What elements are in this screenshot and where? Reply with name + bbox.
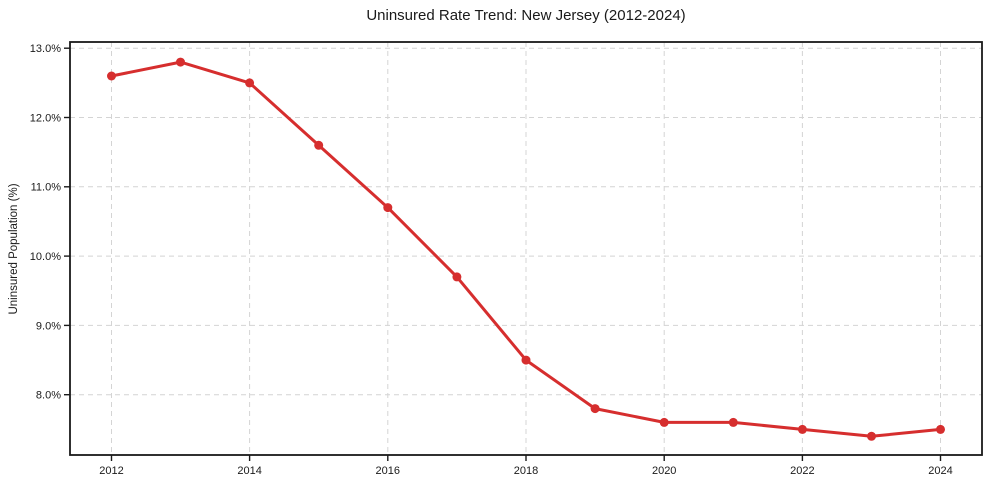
y-tick-label: 9.0% bbox=[36, 320, 61, 332]
x-tick-label: 2022 bbox=[790, 465, 814, 477]
data-point bbox=[659, 417, 669, 427]
y-tick-label: 13.0% bbox=[30, 43, 61, 55]
chart-title: Uninsured Rate Trend: New Jersey (2012-2… bbox=[366, 7, 686, 24]
data-point bbox=[383, 203, 393, 213]
y-tick-label: 10.0% bbox=[30, 251, 61, 263]
x-tick-label: 2024 bbox=[928, 465, 952, 477]
data-point bbox=[452, 272, 462, 282]
data-point bbox=[936, 424, 945, 434]
data-point bbox=[797, 424, 807, 434]
data-point bbox=[176, 57, 185, 67]
data-point bbox=[590, 404, 600, 414]
plot-border bbox=[69, 41, 983, 456]
x-tick-label: 2012 bbox=[99, 465, 123, 477]
y-tick-label: 11.0% bbox=[31, 182, 62, 194]
data-point bbox=[314, 140, 324, 150]
data-point bbox=[245, 78, 255, 88]
y-tick-label: 12.0% bbox=[30, 112, 61, 124]
x-tick-label: 2018 bbox=[514, 465, 538, 477]
data-point bbox=[867, 431, 876, 441]
y-tick-label: 8.0% bbox=[36, 390, 61, 402]
x-tick-label: 2016 bbox=[376, 465, 400, 477]
x-tick-label: 2020 bbox=[652, 465, 676, 477]
data-point bbox=[521, 355, 531, 365]
data-point bbox=[728, 417, 738, 427]
data-point bbox=[107, 71, 116, 81]
x-tick-label: 2014 bbox=[237, 465, 261, 477]
